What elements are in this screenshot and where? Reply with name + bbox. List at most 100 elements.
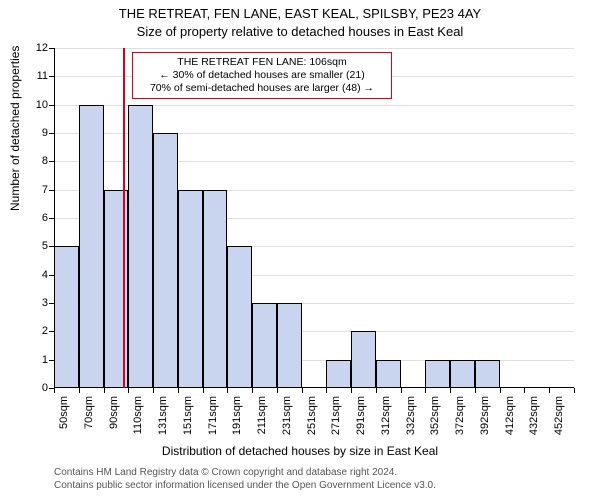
x-tick-mark <box>203 388 204 393</box>
histogram-bar <box>425 360 450 388</box>
x-tick-label: 171sqm <box>207 396 219 446</box>
chart-title-line1: THE RETREAT, FEN LANE, EAST KEAL, SPILSB… <box>0 6 600 21</box>
histogram-bar <box>277 303 302 388</box>
x-tick-label: 251sqm <box>306 396 318 446</box>
y-tick-mark <box>49 190 54 191</box>
histogram-bar <box>128 105 153 388</box>
histogram-bar <box>326 360 351 388</box>
y-tick-label: 1 <box>8 354 48 366</box>
histogram-bar <box>203 190 228 388</box>
annotation-box: THE RETREAT FEN LANE: 106sqm ← 30% of de… <box>132 52 392 99</box>
y-tick-label: 5 <box>8 240 48 252</box>
x-tick-label: 332sqm <box>405 396 417 446</box>
x-tick-mark <box>450 388 451 393</box>
y-tick-label: 6 <box>8 212 48 224</box>
y-tick-mark <box>49 218 54 219</box>
y-tick-mark <box>49 275 54 276</box>
y-tick-label: 7 <box>8 184 48 196</box>
x-tick-mark <box>128 388 129 393</box>
histogram-bar <box>178 190 203 388</box>
x-tick-label: 50sqm <box>58 396 70 446</box>
y-tick-label: 4 <box>8 269 48 281</box>
histogram-bar <box>79 105 104 388</box>
footer-line-2: Contains public sector information licen… <box>54 479 436 492</box>
y-tick-mark <box>49 360 54 361</box>
x-tick-mark <box>302 388 303 393</box>
x-tick-label: 191sqm <box>231 396 243 446</box>
x-tick-mark <box>277 388 278 393</box>
x-tick-label: 271sqm <box>330 396 342 446</box>
y-tick-label: 8 <box>8 155 48 167</box>
histogram-bar <box>376 360 401 388</box>
y-tick-mark <box>49 105 54 106</box>
histogram-bar <box>351 331 376 388</box>
x-tick-label: 90sqm <box>108 396 120 446</box>
histogram-bar <box>450 360 475 388</box>
histogram-bar <box>252 303 277 388</box>
x-tick-mark <box>425 388 426 393</box>
y-tick-mark <box>49 76 54 77</box>
x-tick-mark <box>178 388 179 393</box>
histogram-bar <box>54 246 79 388</box>
footer-attribution: Contains HM Land Registry data © Crown c… <box>54 466 436 492</box>
footer-line-1: Contains HM Land Registry data © Crown c… <box>54 466 436 479</box>
x-tick-label: 432sqm <box>528 396 540 446</box>
x-tick-label: 231sqm <box>281 396 293 446</box>
chart-title-line2: Size of property relative to detached ho… <box>0 24 600 39</box>
x-tick-mark <box>351 388 352 393</box>
y-tick-label: 9 <box>8 127 48 139</box>
x-tick-label: 352sqm <box>429 396 441 446</box>
x-tick-mark <box>227 388 228 393</box>
gridline <box>54 48 574 49</box>
property-marker-line <box>123 48 125 388</box>
histogram-bar <box>153 133 178 388</box>
plot-area: THE RETREAT FEN LANE: 106sqm ← 30% of de… <box>54 48 574 388</box>
x-tick-label: 392sqm <box>479 396 491 446</box>
x-tick-mark <box>475 388 476 393</box>
histogram-bar <box>475 360 500 388</box>
chart-container: THE RETREAT, FEN LANE, EAST KEAL, SPILSB… <box>0 0 600 500</box>
x-tick-label: 312sqm <box>380 396 392 446</box>
x-tick-mark <box>401 388 402 393</box>
x-tick-mark <box>252 388 253 393</box>
y-tick-label: 12 <box>8 42 48 54</box>
y-tick-label: 2 <box>8 325 48 337</box>
x-tick-mark <box>500 388 501 393</box>
x-tick-label: 452sqm <box>553 396 565 446</box>
x-tick-mark <box>153 388 154 393</box>
y-tick-label: 3 <box>8 297 48 309</box>
x-tick-mark <box>326 388 327 393</box>
annotation-line-2: ← 30% of detached houses are smaller (21… <box>139 69 385 82</box>
annotation-line-1: THE RETREAT FEN LANE: 106sqm <box>139 56 385 69</box>
x-axis-label: Distribution of detached houses by size … <box>0 444 600 458</box>
x-tick-label: 291sqm <box>355 396 367 446</box>
y-tick-label: 10 <box>8 99 48 111</box>
x-tick-label: 412sqm <box>504 396 516 446</box>
x-tick-mark <box>524 388 525 393</box>
x-tick-label: 131sqm <box>157 396 169 446</box>
x-tick-mark <box>376 388 377 393</box>
annotation-line-3: 70% of semi-detached houses are larger (… <box>139 82 385 95</box>
x-axis-line <box>54 387 574 388</box>
y-tick-mark <box>49 331 54 332</box>
x-tick-mark <box>549 388 550 393</box>
x-tick-label: 110sqm <box>132 396 144 446</box>
y-tick-label: 11 <box>8 70 48 82</box>
x-tick-label: 372sqm <box>454 396 466 446</box>
y-tick-mark <box>49 303 54 304</box>
x-tick-mark <box>54 388 55 393</box>
x-tick-mark <box>574 388 575 393</box>
y-tick-mark <box>49 161 54 162</box>
y-tick-mark <box>49 388 54 389</box>
x-tick-label: 151sqm <box>182 396 194 446</box>
x-tick-mark <box>79 388 80 393</box>
y-tick-mark <box>49 246 54 247</box>
x-tick-mark <box>104 388 105 393</box>
y-tick-label: 0 <box>8 382 48 394</box>
y-tick-mark <box>49 48 54 49</box>
x-tick-label: 70sqm <box>83 396 95 446</box>
x-tick-label: 211sqm <box>256 396 268 446</box>
y-axis-line <box>54 48 55 388</box>
y-tick-mark <box>49 133 54 134</box>
histogram-bar <box>227 246 252 388</box>
